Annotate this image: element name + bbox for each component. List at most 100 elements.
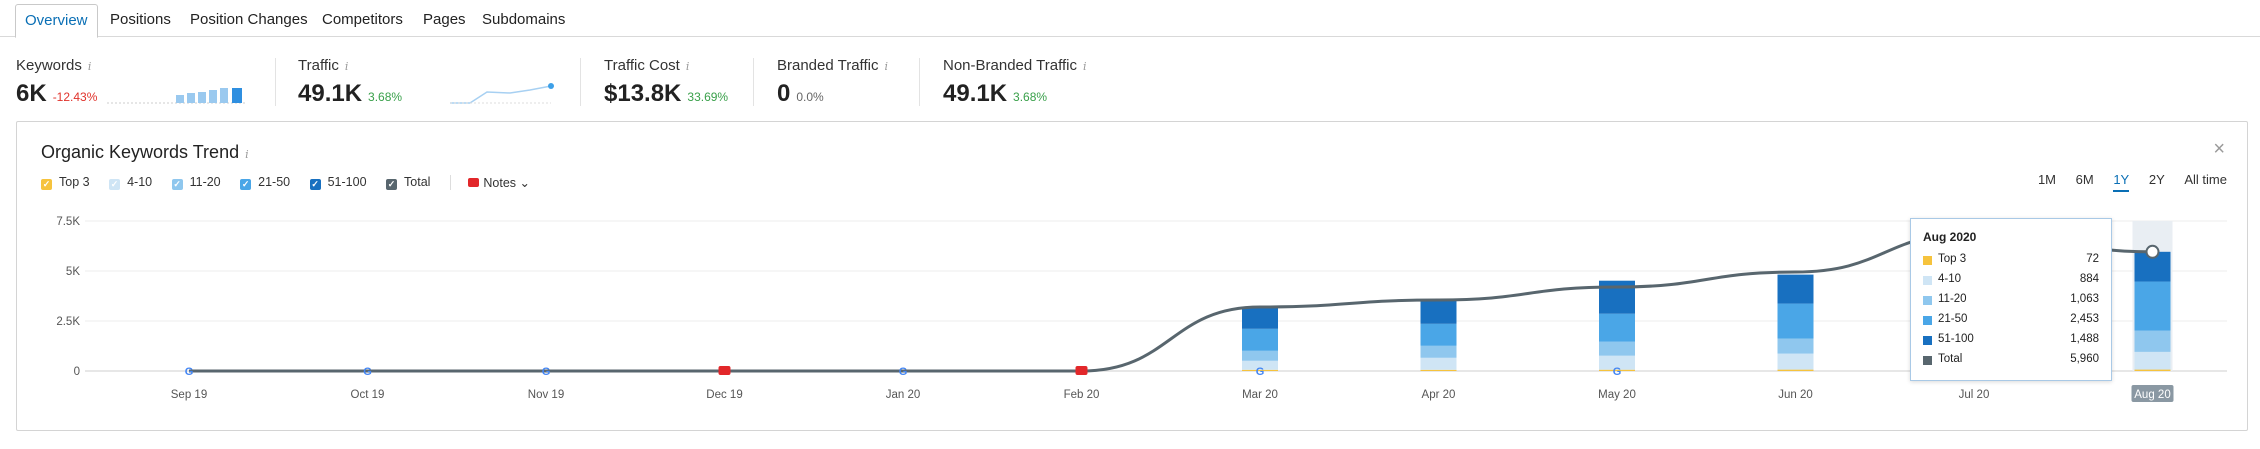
bar-segment	[1599, 341, 1635, 356]
y-tick-label: 7.5K	[56, 216, 80, 228]
bar-segment	[1777, 303, 1814, 339]
tooltip-row-value: 2,453	[2070, 313, 2099, 325]
y-tick-label: 2.5K	[56, 316, 80, 328]
x-tick-label: Jul 20	[1959, 389, 1990, 401]
info-icon[interactable]: i	[87, 60, 92, 73]
tooltip-row: 51-100 1,488	[1923, 333, 2099, 349]
metric-value: $13.8K	[604, 80, 682, 107]
tab-pages[interactable]: Pages	[423, 11, 466, 28]
info-icon[interactable]: i	[884, 60, 888, 73]
bar-segment	[1777, 369, 1814, 371]
legend-item-top3[interactable]: ✓ Top 3	[41, 175, 90, 191]
info-icon[interactable]: i	[1082, 60, 1087, 73]
bar-segment	[1420, 299, 1457, 324]
metric-change: 3.68%	[1013, 90, 1048, 104]
metric-label: Non-Branded Traffic	[943, 57, 1077, 74]
bar-segment	[1599, 355, 1635, 370]
info-icon[interactable]: i	[245, 148, 249, 161]
tooltip-row-name: 21-50	[1938, 313, 1968, 325]
swatch-icon	[1923, 256, 1932, 265]
checkbox-icon: ✓	[41, 179, 52, 191]
close-icon[interactable]: ×	[2213, 138, 2225, 160]
tooltip-row: Total 5,960	[1923, 353, 2099, 369]
tooltip-row-value: 72	[2086, 253, 2099, 265]
tab-positions[interactable]: Positions	[110, 11, 171, 28]
bar-segment	[1777, 353, 1814, 370]
legend-item-51-100[interactable]: ✓ 51-100	[309, 175, 367, 191]
tooltip-row-value: 884	[2079, 273, 2099, 285]
metric-label: Keywords	[16, 57, 82, 74]
metric-change: -12.43%	[52, 90, 98, 104]
x-tick-label: Feb 20	[1064, 389, 1100, 401]
metric-branded-traffic[interactable]: Branded Traffic i 0 0.0%	[777, 57, 888, 108]
x-label-highlight	[2131, 385, 2174, 402]
tooltip-row-name: Total	[1938, 353, 1963, 365]
x-tick-label: Nov 19	[528, 389, 564, 401]
tab-position-changes[interactable]: Position Changes	[190, 11, 308, 28]
divider	[919, 58, 920, 106]
bar-segment	[1420, 323, 1457, 346]
tab-bar: Overview Positions Position Changes Comp…	[0, 0, 2260, 38]
tooltip-row-value: 1,063	[2070, 293, 2099, 305]
legend-item-4-10[interactable]: ✓ 4-10	[109, 175, 152, 191]
divider	[580, 58, 581, 106]
info-icon[interactable]: i	[344, 60, 349, 73]
tab-subdomains[interactable]: Subdomains	[482, 11, 566, 28]
google-update-icon: G	[899, 366, 908, 378]
bar-segment	[1242, 328, 1278, 351]
notes-label: Notes	[483, 176, 517, 191]
x-tick-label: May 20	[1598, 389, 1636, 401]
range-6m[interactable]: 6M	[2075, 172, 2094, 187]
legend-divider	[449, 175, 451, 191]
metric-traffic[interactable]: Traffic i 49.1K 3.68%	[298, 57, 402, 108]
tooltip-row: Top 3 72	[1923, 253, 2099, 269]
info-icon[interactable]: i	[685, 60, 690, 73]
range-all-time[interactable]: All time	[2184, 172, 2227, 187]
metric-label: Traffic	[298, 57, 339, 74]
metric-value: 0	[777, 80, 791, 107]
legend-item-11-20[interactable]: ✓ 11-20	[171, 175, 221, 191]
tab-competitors[interactable]: Competitors	[322, 11, 403, 28]
divider	[275, 58, 276, 106]
swatch-icon	[1923, 336, 1932, 345]
swatch-icon	[1923, 276, 1932, 285]
checkbox-icon: ✓	[240, 179, 252, 191]
bar-segment	[1599, 369, 1635, 371]
checkbox-icon: ✓	[309, 179, 321, 191]
tab-overview[interactable]: Overview	[15, 4, 98, 38]
tooltip-title: Aug 2020	[1923, 230, 1977, 244]
range-1m[interactable]: 1M	[2037, 172, 2056, 187]
y-tick-label: 5K	[66, 266, 80, 278]
x-tick-label: Dec 19	[706, 389, 742, 401]
x-tick-label: Jan 20	[886, 389, 921, 401]
bar-segment	[2134, 281, 2171, 331]
range-1y[interactable]: 1Y	[2113, 172, 2130, 192]
tooltip-row-value: 1,488	[2070, 333, 2099, 345]
legend-item-21-50[interactable]: ✓ 21-50	[240, 175, 290, 191]
metric-change: 3.68%	[368, 90, 403, 104]
legend-label: 11-20	[189, 175, 221, 190]
bar-segment	[1242, 369, 1278, 371]
chart-legend: ✓ Top 3 ✓ 4-10 ✓ 11-20 ✓ 21-50 ✓ 51-100 ✓ Tota…	[41, 175, 530, 193]
metric-label: Branded Traffic	[777, 57, 879, 74]
notes-dropdown[interactable]: Notes ⌄	[468, 175, 530, 190]
legend-item-total[interactable]: ✓ Total	[386, 175, 431, 191]
total-line	[189, 231, 2153, 373]
legend-label: 51-100	[327, 175, 367, 190]
bar-segment	[1242, 360, 1278, 370]
chevron-down-icon: ⌄	[519, 176, 531, 191]
range-2y[interactable]: 2Y	[2148, 172, 2165, 187]
tooltip-row-value: 5,960	[2070, 353, 2099, 365]
swatch-icon	[1923, 316, 1932, 325]
metric-traffic-cost[interactable]: Traffic Cost i $13.8K 33.69%	[604, 57, 728, 108]
divider	[753, 58, 754, 106]
legend-label: Total	[404, 175, 431, 190]
bar-segment	[1242, 350, 1278, 361]
metric-non-branded-traffic[interactable]: Non-Branded Traffic i 49.1K 3.68%	[943, 57, 1087, 108]
tooltip-row-name: 51-100	[1938, 333, 1974, 345]
metric-keywords[interactable]: Keywords i 6K -12.43%	[16, 57, 97, 108]
swatch-icon	[1923, 296, 1932, 305]
google-update-icon: G	[185, 366, 194, 378]
organic-keywords-trend-card: Organic Keywords Trend i × ✓ Top 3 ✓ 4-10 ✓…	[16, 121, 2248, 431]
tooltip-row-name: Top 3	[1938, 253, 1967, 265]
